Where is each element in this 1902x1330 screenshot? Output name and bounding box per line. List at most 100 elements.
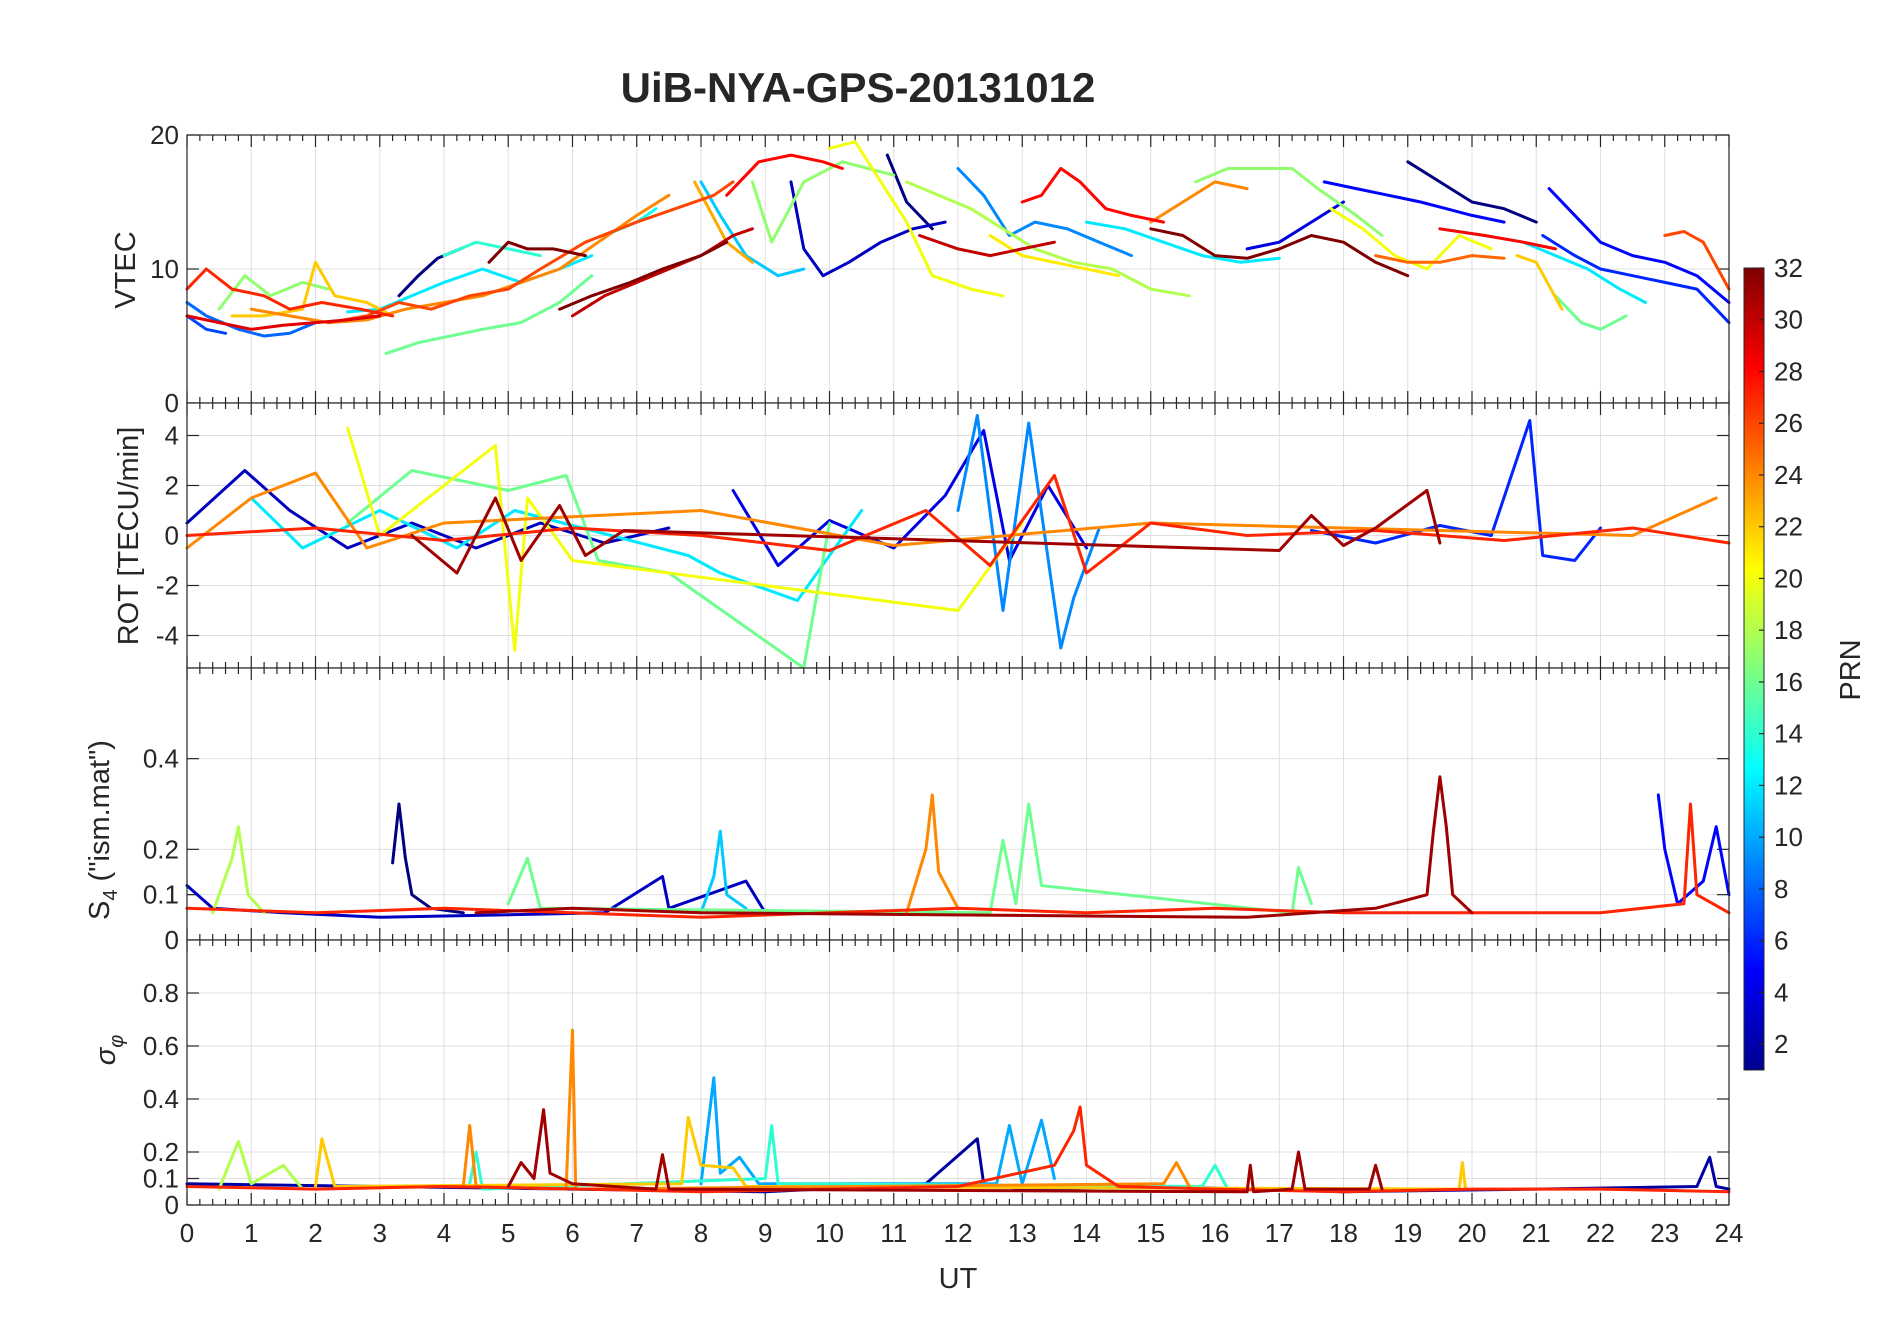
colorbar-tick-label: 20 [1774, 563, 1803, 593]
rot-ytick-label: 4 [165, 421, 179, 451]
vtec-trace-prn-32 [487, 240, 587, 264]
x-tick-label: 3 [373, 1218, 387, 1248]
x-axis-label: UT [939, 1263, 978, 1295]
x-tick-label: 11 [880, 1218, 907, 1248]
s4-ytick-label: 0 [165, 925, 179, 955]
vtec-trace-prn-17 [1194, 167, 1384, 237]
vtec-trace-prn-5 [1547, 187, 1731, 304]
sigma-trace-prn-31 [506, 1108, 1384, 1194]
s4-ytick-label: 0.1 [143, 880, 179, 910]
colorbar-tick-label: 28 [1774, 356, 1803, 386]
x-tick-label: 4 [437, 1218, 451, 1248]
rot-trace-prn-9 [956, 414, 1101, 650]
sigma-trace-prn-27 [185, 1105, 1731, 1194]
colorbar-tick-label: 32 [1774, 253, 1803, 283]
x-tick-label: 17 [1265, 1218, 1294, 1248]
x-tick-label: 20 [1458, 1218, 1487, 1248]
chart-title: UiB-NYA-GPS-20131012 [621, 64, 1096, 111]
sigma-trace-prn-18 [217, 1139, 305, 1191]
vtec-trace-prn-28 [725, 153, 844, 197]
sigma-ytick-label: 0.8 [143, 978, 179, 1008]
vtec-trace-prn-18 [905, 180, 1191, 298]
panel-sigma: σφ 00.10.2 0.4 0.6 0.8 [90, 939, 1731, 1220]
colorbar-tick-label: 4 [1774, 977, 1788, 1007]
rot-ytick-label: 2 [165, 471, 179, 501]
vtec-trace-prn-26 [1663, 230, 1731, 291]
x-tick-label: 23 [1650, 1218, 1679, 1248]
vtec-trace-prn-26 [326, 180, 735, 325]
vtec-ytick-label: 20 [150, 120, 179, 150]
x-tick-label: 18 [1329, 1218, 1358, 1248]
s4-trace-prn-24 [905, 793, 960, 915]
sigma-ytick-label: 0.6 [143, 1031, 179, 1061]
colorbar-tick-label: 6 [1774, 926, 1788, 956]
x-tick-label: 13 [1008, 1218, 1037, 1248]
vtec-trace-prn-3 [789, 180, 947, 278]
colorbar-tick-label: 2 [1774, 1029, 1788, 1059]
x-tick-label: 1 [244, 1218, 258, 1248]
panel-s4: S4 ("ism.mat") 0 0.1 0.2 0.4 [84, 667, 1731, 955]
sigma-trace-prn-22 [314, 1116, 1468, 1191]
x-tick-label: 14 [1072, 1218, 1101, 1248]
s4-trace-prn-5 [1656, 793, 1731, 906]
vtec-trace-prn-8 [185, 301, 317, 338]
colorbar-tick-label: 30 [1774, 305, 1803, 335]
rot-ytick-label: -2 [156, 571, 179, 601]
vtec-trace-prn-30 [918, 234, 1056, 258]
x-tick-label: 7 [630, 1218, 644, 1248]
vtec-trace-prn-14 [442, 240, 542, 258]
vtec-trace-prn-24 [1149, 180, 1249, 224]
sigma-ytick-label: 0.1 [143, 1164, 179, 1194]
rot-trace-prn-31 [410, 489, 1442, 575]
x-tick-label: 16 [1201, 1218, 1230, 1248]
vtec-trace-prn-32 [558, 240, 729, 311]
x-tick-label: 2 [308, 1218, 322, 1248]
colorbar-label: PRN [1835, 639, 1867, 700]
x-tick-label: 9 [758, 1218, 772, 1248]
colorbar-tick-label: 14 [1774, 719, 1803, 749]
vtec-trace-prn-9 [956, 167, 1133, 258]
sigma-ytick-label: 0.4 [143, 1084, 179, 1114]
rot-trace-prn-16 [346, 469, 831, 670]
vtec-trace-prn-16 [384, 274, 594, 355]
colorbar-tick-label: 12 [1774, 770, 1803, 800]
vtec-trace-prn-22 [1515, 254, 1564, 311]
colorbar-tick-label: 22 [1774, 512, 1803, 542]
rot-trace-prn-20 [346, 426, 1024, 652]
colorbar-tick-label: 26 [1774, 408, 1803, 438]
x-tick-label: 19 [1393, 1218, 1422, 1248]
s4-ylabel: S4 ("ism.mat") [84, 740, 122, 920]
vtec-trace-prn-20 [828, 140, 1005, 298]
vtec-trace-prn-4 [1245, 200, 1345, 251]
colorbar-tick-label: 16 [1774, 667, 1803, 697]
panel-vtec: VTEC 0 10 20 [110, 120, 1731, 418]
s4-trace-prn-31 [474, 775, 1474, 919]
s4-ytick-label: 0.4 [143, 744, 179, 774]
rot-trace-prn-24 [185, 471, 1718, 550]
s4-trace-prn-16 [506, 802, 1313, 915]
x-tick-label: 15 [1136, 1218, 1165, 1248]
rot-trace-prn-27 [185, 474, 1731, 575]
rot-trace-prn-6 [1309, 419, 1602, 562]
rot-trace-prn-3 [185, 469, 671, 550]
sigma-ytick-label: 0 [165, 1190, 179, 1220]
vtec-trace-prn-1 [1406, 160, 1538, 224]
vtec-ylabel: VTEC [110, 231, 142, 308]
vtec-trace-prn-25 [1374, 254, 1506, 264]
vtec-trace-prn-22 [230, 260, 395, 318]
vtec-trace-prn-17 [217, 274, 330, 311]
colorbar-tick-label: 18 [1774, 615, 1803, 645]
vtec-trace-prn-29 [185, 314, 382, 331]
rot-trace-prn-12 [249, 496, 864, 602]
sigma-trace-prn-24 [461, 1028, 1191, 1191]
vtec-trace-prn-5 [1322, 180, 1506, 224]
sigma-ytick-label: 0.2 [143, 1137, 179, 1167]
x-tick-label: 12 [944, 1218, 973, 1248]
vtec-ytick-label: 0 [165, 388, 179, 418]
sigma-trace-prn-14 [468, 1124, 1230, 1191]
sigma-ylabel: σφ [90, 1035, 128, 1066]
colorbar-gradient [1743, 267, 1765, 1071]
x-axis: 0 1 2 3 4 5 6 7 8 9 10 11 12 13 14 15 16 17 18 19 20 21 22 23 24 [180, 1218, 1744, 1248]
